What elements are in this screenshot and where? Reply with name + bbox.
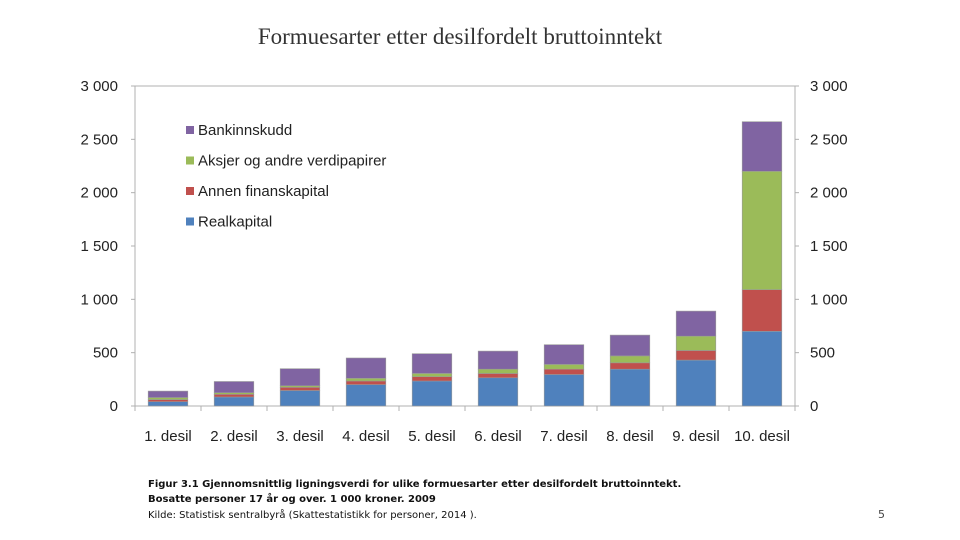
x-tick-label: 8. desil xyxy=(606,428,654,445)
bars-group xyxy=(147,121,783,407)
x-axis: 1. desil 2. desil 3. desil 4. desil 5. desil… xyxy=(134,406,796,445)
bar-5-bankinnskudd xyxy=(411,353,453,374)
bar-6-realkapital xyxy=(477,377,519,407)
bar-6-bankinnskudd xyxy=(477,350,519,370)
x-tick-label: 9. desil xyxy=(672,428,720,445)
legend-swatch xyxy=(186,187,194,195)
bar-1-realkapital xyxy=(147,401,189,407)
bar-6-annen-finanskapital xyxy=(477,373,519,379)
y-right-tick-label: 0 xyxy=(810,398,818,415)
bar-1-bankinnskudd xyxy=(147,390,189,398)
legend-label: Realkapital xyxy=(198,214,272,231)
x-tick-label: 5. desil xyxy=(408,428,456,445)
legend-swatch xyxy=(186,217,194,226)
bar-2-bankinnskudd xyxy=(213,381,255,393)
y-right-tick-label: 3 000 xyxy=(810,78,848,95)
legend: Bankinnskudd Aksjer og andre verdipapirer… xyxy=(186,122,386,231)
x-tick-label: 1. desil xyxy=(144,428,192,445)
bar-5-realkapital xyxy=(411,380,453,407)
bar-5-annen-finanskapital xyxy=(411,376,453,382)
y-axis-left: 0 500 1 000 1 500 2 000 2 500 3 000 xyxy=(80,78,135,415)
bar-10-bankinnskudd xyxy=(741,121,783,172)
x-tick-label: 4. desil xyxy=(342,428,390,445)
bar-8-annen-finanskapital xyxy=(609,362,651,370)
x-tick-label: 2. desil xyxy=(210,428,258,445)
y-left-tick-label: 1 500 xyxy=(80,238,118,255)
bar-9-realkapital xyxy=(675,359,717,407)
bar-6-aksjer-og-andre-verdipapirer xyxy=(477,368,519,374)
bar-3-annen-finanskapital xyxy=(279,386,321,391)
bar-1-annen-finanskapital xyxy=(147,399,189,403)
bar-7-annen-finanskapital xyxy=(543,368,585,375)
figure-subcaption: Bosatte personer 17 år og over. 1 000 kr… xyxy=(148,494,436,505)
legend-swatch xyxy=(186,156,194,165)
bar-10-annen-finanskapital xyxy=(741,289,783,332)
bar-8-bankinnskudd xyxy=(609,334,651,357)
y-right-tick-label: 1 500 xyxy=(810,238,848,255)
bar-4-realkapital xyxy=(345,384,387,407)
bar-9-annen-finanskapital xyxy=(675,350,717,361)
legend-label: Aksjer og andre verdipapirer xyxy=(198,153,386,170)
legend-label: Annen finanskapital xyxy=(198,183,329,200)
figure-caption: Figur 3.1 Gjennomsnittlig ligningsverdi … xyxy=(148,479,682,490)
bar-4-bankinnskudd xyxy=(345,357,387,379)
bar-7-bankinnskudd xyxy=(543,344,585,365)
bar-3-realkapital xyxy=(279,390,321,407)
y-left-tick-label: 0 xyxy=(110,398,118,415)
y-right-tick-label: 2 000 xyxy=(810,185,848,202)
bar-1-aksjer-og-andre-verdipapirer xyxy=(147,397,189,400)
legend-swatch xyxy=(186,126,194,134)
bar-7-realkapital xyxy=(543,374,585,407)
bar-4-annen-finanskapital xyxy=(345,380,387,385)
bar-7-aksjer-og-andre-verdipapirer xyxy=(543,364,585,370)
y-right-tick-label: 500 xyxy=(810,345,835,362)
y-left-tick-label: 500 xyxy=(93,345,118,362)
figure-source: Kilde: Statistisk sentralbyrå (Skattesta… xyxy=(148,510,477,521)
y-axis-right: 0 500 1 000 1 500 2 000 2 500 3 000 xyxy=(795,78,848,415)
bar-2-realkapital xyxy=(213,396,255,407)
y-right-tick-label: 2 500 xyxy=(810,131,848,148)
y-right-tick-label: 1 000 xyxy=(810,291,848,308)
bar-10-realkapital xyxy=(741,330,783,407)
bar-3-bankinnskudd xyxy=(279,368,321,387)
y-left-tick-label: 2 500 xyxy=(80,131,118,148)
bar-10-aksjer-og-andre-verdipapirer xyxy=(741,171,783,291)
bar-8-realkapital xyxy=(609,368,651,407)
bar-5-aksjer-og-andre-verdipapirer xyxy=(411,373,453,378)
legend-label: Bankinnskudd xyxy=(198,122,292,139)
y-left-tick-label: 3 000 xyxy=(80,78,118,95)
bar-9-bankinnskudd xyxy=(675,310,717,337)
x-tick-label: 3. desil xyxy=(276,428,324,445)
bar-4-aksjer-og-andre-verdipapirer xyxy=(345,377,387,382)
y-left-tick-label: 1 000 xyxy=(80,291,118,308)
x-tick-label: 7. desil xyxy=(540,428,588,445)
y-left-tick-label: 2 000 xyxy=(80,185,118,202)
x-tick-label: 10. desil xyxy=(734,428,790,445)
x-tick-label: 6. desil xyxy=(474,428,522,445)
bar-2-annen-finanskapital xyxy=(213,393,255,398)
bar-9-aksjer-og-andre-verdipapirer xyxy=(675,335,717,351)
page-number: 5 xyxy=(878,508,885,521)
bar-8-aksjer-og-andre-verdipapirer xyxy=(609,355,651,364)
chart-title: Formuesarter etter desilfordelt bruttoin… xyxy=(257,24,663,49)
